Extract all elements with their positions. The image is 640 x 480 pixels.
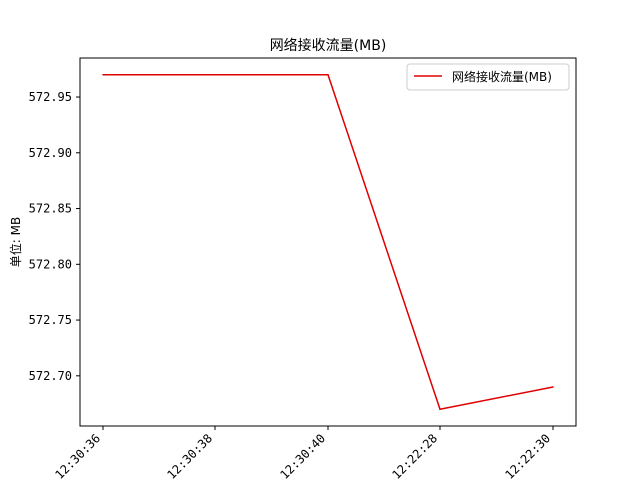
data-point: [439, 408, 441, 411]
chart-title: 网络接收流量(MB): [270, 37, 387, 54]
data-point: [327, 73, 329, 76]
data-point: [102, 73, 104, 76]
series-layer: [102, 73, 554, 411]
legend-box: [406, 63, 570, 91]
y-axis-label: 单位: MB: [8, 217, 23, 267]
y-tick-label: 572.70: [29, 369, 72, 383]
y-axis: 572.70 572.75 572.80 572.85 572.90 572.95: [29, 90, 80, 383]
data-point: [214, 73, 216, 76]
y-tick-label: 572.80: [29, 257, 72, 271]
plot-area: [79, 57, 577, 427]
y-tick-label: 572.90: [29, 146, 72, 160]
data-point: [552, 386, 554, 388]
legend-label: 网络接收流量(MB): [452, 69, 552, 84]
y-tick-label: 572.75: [29, 313, 72, 327]
legend: 网络接收流量(MB): [406, 63, 570, 91]
y-tick-label: 572.85: [29, 202, 72, 216]
y-tick-label: 572.95: [29, 90, 72, 104]
